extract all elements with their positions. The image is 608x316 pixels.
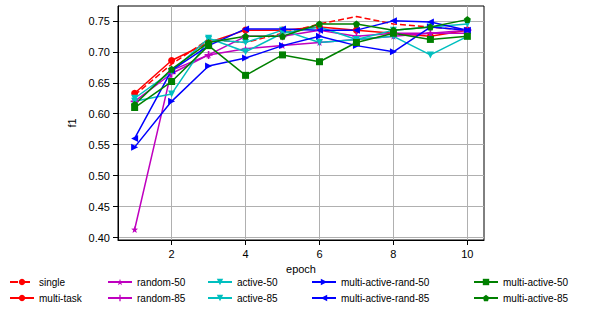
svg-text:epoch: epoch xyxy=(286,263,316,275)
svg-text:multi-active-50: multi-active-50 xyxy=(503,277,568,288)
svg-text:0.50: 0.50 xyxy=(89,170,110,182)
svg-text:0.60: 0.60 xyxy=(89,108,110,120)
svg-text:0.65: 0.65 xyxy=(89,77,110,89)
svg-text:10: 10 xyxy=(461,248,473,260)
svg-text:multi-active-rand-85: multi-active-rand-85 xyxy=(341,293,430,304)
svg-text:multi-task: multi-task xyxy=(39,293,83,304)
svg-text:0.75: 0.75 xyxy=(89,15,110,27)
svg-text:0.70: 0.70 xyxy=(89,46,110,58)
svg-text:0.40: 0.40 xyxy=(89,232,110,244)
svg-text:0.45: 0.45 xyxy=(89,201,110,213)
svg-text:single: single xyxy=(39,277,66,288)
svg-text:6: 6 xyxy=(316,248,322,260)
svg-text:active-85: active-85 xyxy=(237,293,278,304)
svg-text:random-85: random-85 xyxy=(137,293,186,304)
svg-text:active-50: active-50 xyxy=(237,277,278,288)
svg-text:4: 4 xyxy=(242,248,248,260)
svg-text:random-50: random-50 xyxy=(137,277,186,288)
svg-text:0.55: 0.55 xyxy=(89,139,110,151)
svg-text:8: 8 xyxy=(390,248,396,260)
svg-text:2: 2 xyxy=(169,248,175,260)
svg-text:f1: f1 xyxy=(66,118,78,127)
svg-text:multi-active-rand-50: multi-active-rand-50 xyxy=(341,277,430,288)
svg-text:multi-active-85: multi-active-85 xyxy=(503,293,568,304)
